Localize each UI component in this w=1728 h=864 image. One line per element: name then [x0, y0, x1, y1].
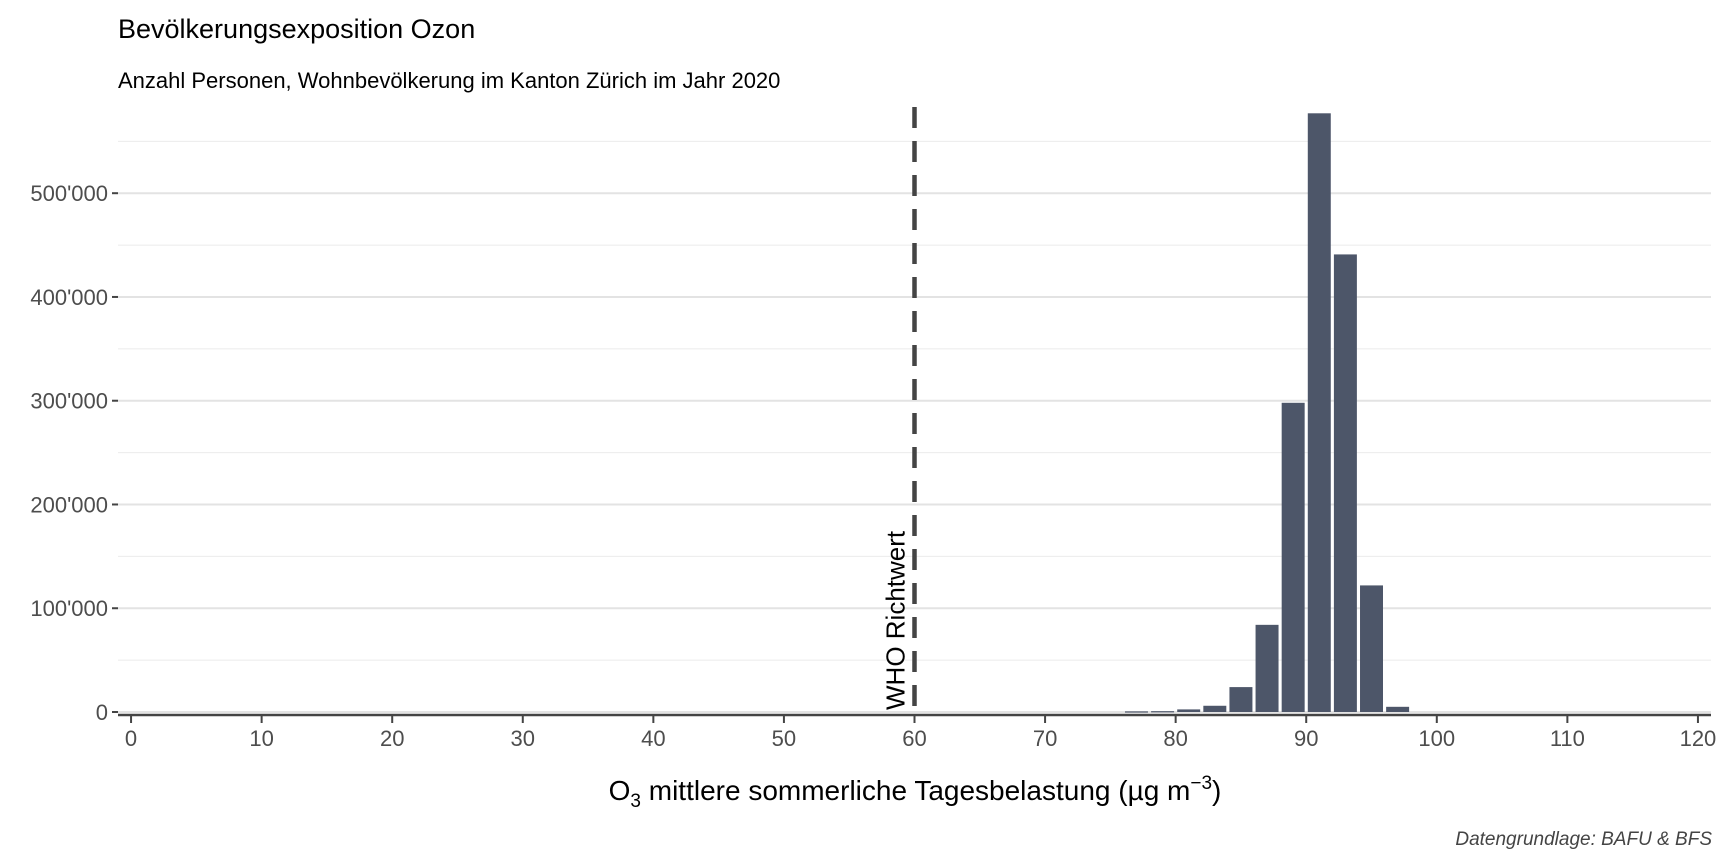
y-axis-ticks: 0 100'000 200'000 300'000 400'000 500'000	[30, 181, 118, 725]
histogram-bar	[1386, 706, 1410, 712]
x-tick-label: 30	[511, 726, 535, 751]
histogram-bar	[1124, 711, 1148, 713]
x-tick-label: 100	[1418, 726, 1455, 751]
x-tick-label: 70	[1033, 726, 1057, 751]
x-tick-label: 90	[1294, 726, 1318, 751]
x-axis-title-main: O	[609, 775, 631, 806]
y-tick-label: 200'000	[30, 492, 108, 517]
x-tick-label: 20	[380, 726, 404, 751]
x-axis-title-close: )	[1212, 775, 1221, 806]
x-axis-ticks: 0 10 20 30 40 50 60 70 80 90 100 110 120	[125, 715, 1716, 751]
x-tick-label: 80	[1163, 726, 1187, 751]
x-tick-label: 10	[249, 726, 273, 751]
histogram-bar	[1229, 687, 1253, 712]
x-axis-title-superscript: −3	[1190, 773, 1212, 794]
y-tick-label: 400'000	[30, 285, 108, 310]
x-axis-title-subscript: 3	[630, 791, 641, 812]
histogram-bar	[1151, 711, 1175, 713]
histogram-bar	[1307, 113, 1331, 713]
x-tick-label: 120	[1680, 726, 1717, 751]
x-tick-label: 110	[1550, 726, 1585, 751]
y-tick-label: 500'000	[30, 181, 108, 206]
y-tick-label: 0	[96, 700, 108, 725]
histogram-bar	[1333, 254, 1357, 712]
y-tick-label: 100'000	[30, 596, 108, 621]
x-axis-title: O3 mittlere sommerliche Tagesbelastung (…	[609, 773, 1222, 812]
histogram-bar	[1203, 705, 1227, 712]
histogram-bar	[1255, 624, 1279, 712]
chart-subtitle: Anzahl Personen, Wohnbevölkerung im Kant…	[118, 68, 780, 93]
histogram-bars	[1124, 113, 1410, 713]
histogram-bar	[1281, 402, 1305, 712]
chart-title: Bevölkerungsexposition Ozon	[118, 14, 475, 44]
x-tick-label: 50	[772, 726, 796, 751]
who-reference-label: WHO Richtwert	[881, 530, 911, 710]
histogram-bar	[1360, 585, 1383, 712]
chart-caption: Datengrundlage: BAFU & BFS	[1455, 829, 1712, 850]
x-axis-title-text: mittlere sommerliche Tagesbelastung (µg …	[641, 775, 1190, 806]
x-tick-label: 60	[902, 726, 926, 751]
x-tick-label: 0	[125, 726, 137, 751]
y-tick-label: 300'000	[30, 389, 108, 414]
x-tick-label: 40	[641, 726, 665, 751]
histogram-bar	[1177, 709, 1201, 712]
